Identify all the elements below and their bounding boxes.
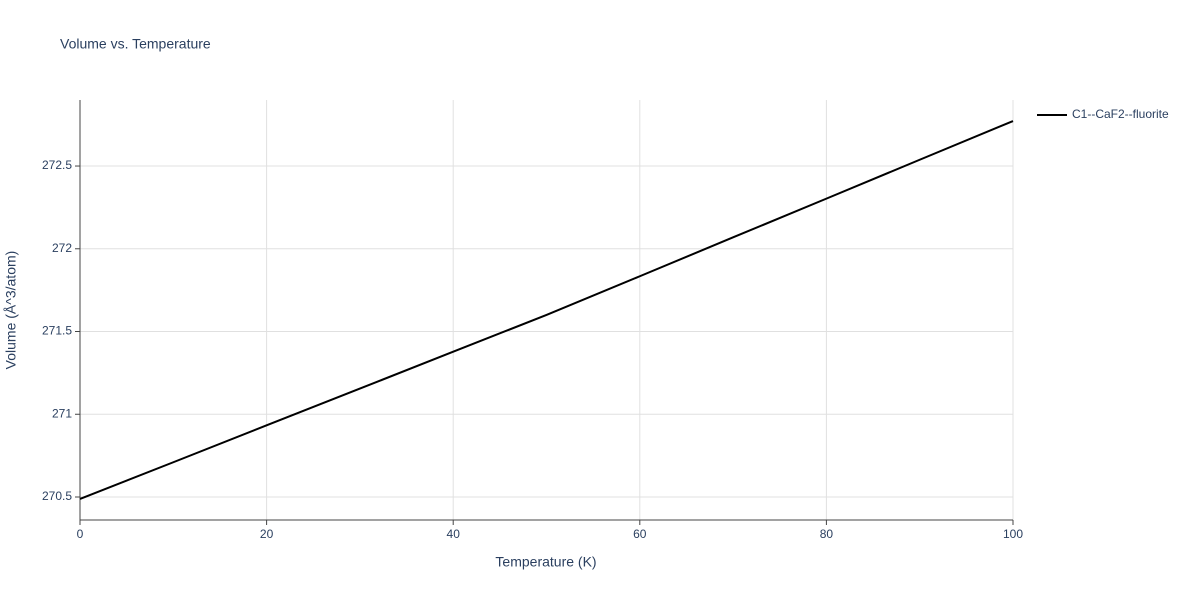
legend-label: C1--CaF2--fluorite [1072,107,1169,121]
y-tick-label: 272 [52,241,72,255]
y-tick-label: 272.5 [42,158,72,172]
chart-title: Volume vs. Temperature [60,36,211,52]
x-axis-label: Temperature (K) [495,554,596,570]
y-axis-label: Volume (Å^3/atom) [3,251,19,370]
y-tick-label: 271 [52,406,72,420]
y-tick-label: 271.5 [42,324,72,338]
x-tick-label: 60 [633,527,647,541]
y-tick-label: 270.5 [42,489,72,503]
x-tick-label: 0 [77,527,84,541]
line-series [79,120,1014,500]
x-tick-label: 40 [447,527,461,541]
x-tick-label: 80 [820,527,834,541]
x-tick-label: 20 [260,527,274,541]
x-tick-label: 100 [1003,527,1023,541]
